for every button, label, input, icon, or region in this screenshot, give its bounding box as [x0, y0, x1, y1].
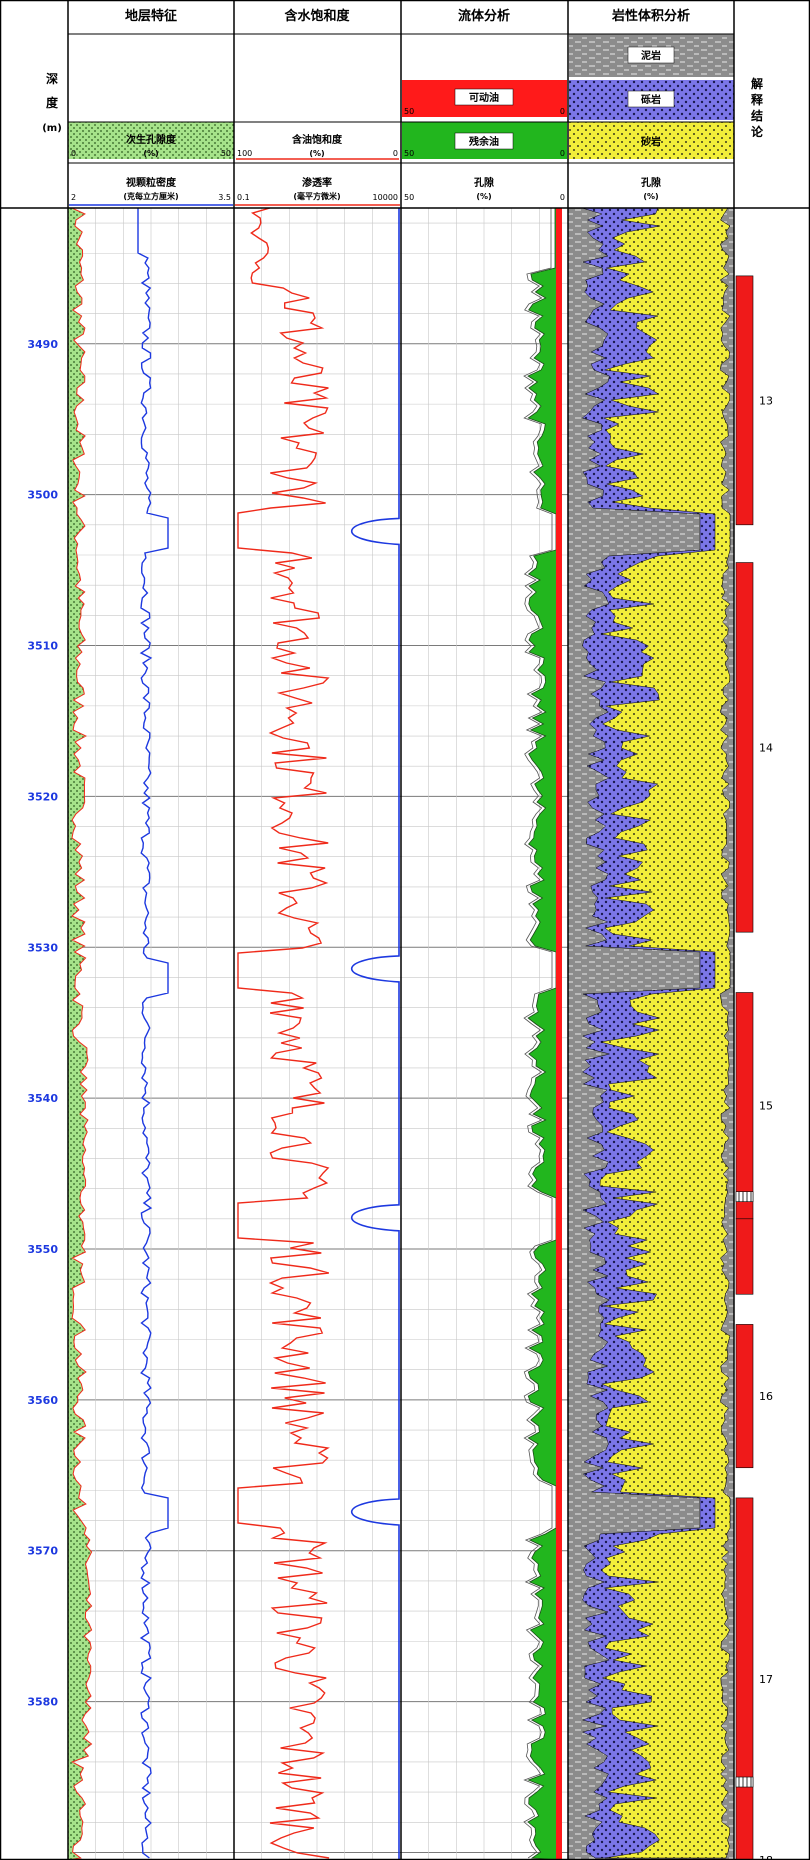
secondary-porosity-legend-right: 50	[221, 149, 231, 158]
oil-saturation-legend-right: 0	[393, 149, 398, 158]
depth-title-unit: (m)	[42, 123, 62, 134]
residual-oil-legend-label: 残余油	[469, 135, 499, 148]
track2-title: 含水饱和度	[283, 8, 350, 24]
track3-title: 流体分析	[458, 8, 510, 24]
secondary-porosity-legend-unit: (%)	[143, 149, 158, 158]
water-saturation-curve	[351, 208, 400, 1860]
sandstone-legend-swatch	[569, 122, 734, 159]
mudstone-legend-label: 泥岩	[641, 49, 661, 62]
density-header-right: 3.5	[218, 193, 231, 202]
porosity-fluid-curve	[523, 208, 553, 1859]
zone-marker	[735, 1776, 754, 1788]
movable-oil-legend-right: 0	[560, 107, 565, 116]
header: 深 度 (m) 地层特征 含水饱和度 流体分析 岩性体积分析 解 释 结 论	[42, 8, 764, 139]
oil-saturation-legend-label: 含油饱和度	[292, 133, 343, 146]
depth-tick-label: 3550	[27, 1243, 58, 1256]
density-header-unit: (克每立方厘米)	[123, 191, 178, 201]
sandstone-legend-label: 砂岩	[640, 135, 661, 148]
track-saturation	[237, 208, 400, 1860]
movable-oil-legend-label-box	[454, 88, 514, 106]
secondary-porosity-legend-swatch	[68, 122, 234, 159]
track-stratigraphy	[68, 208, 169, 1860]
zone-label: 17	[759, 1673, 773, 1686]
density-header-left: 2	[71, 193, 76, 202]
porosity-fluid-header-label: 孔隙	[474, 176, 494, 189]
residual-oil-legend-label-box	[454, 132, 514, 150]
conclusion-title-1: 解	[751, 76, 763, 91]
conclusion-title-2: 释	[751, 92, 764, 107]
depth-tick-label: 3490	[27, 338, 58, 351]
depth-tick-label: 3530	[27, 941, 58, 954]
curve-header-area: 视颗粒密度 (克每立方厘米) 2 3.5 渗透率 (毫平方微米) 0.1 100…	[69, 176, 661, 206]
depth-title-1: 深	[46, 71, 58, 86]
conclusion-title-4: 论	[751, 124, 764, 139]
conglomerate-legend-label-box	[627, 90, 675, 108]
zone-label: 14	[759, 741, 773, 754]
residual-oil-legend-right: 0	[560, 149, 565, 158]
zone-label: 13	[759, 394, 773, 407]
track-fluid-analysis	[523, 208, 562, 1860]
porosity-fluid-header-right: 0	[560, 193, 565, 202]
porosity-fluid-header-unit: (%)	[476, 192, 491, 201]
permeability-header-left: 0.1	[237, 193, 250, 202]
depth-tick-label: 3520	[27, 790, 58, 803]
depth-scale: 3490 3500 3510 3520 3530 3540 3550 3560 3570 3580	[27, 338, 58, 1709]
zone-bar	[735, 275, 754, 526]
secondary-porosity-legend-label: 次生孔隙度	[126, 133, 177, 146]
zone-bar	[735, 1324, 754, 1469]
depth-tick-label: 3560	[27, 1394, 58, 1407]
depth-tick-label: 3510	[27, 640, 58, 653]
residual-oil-legend-left: 50	[404, 149, 414, 158]
porosity-litho-header-label: 孔隙	[641, 176, 661, 189]
zone-marker	[735, 1191, 754, 1202]
movable-oil-legend-label: 可动油	[469, 91, 499, 104]
depth-tick-label: 3580	[27, 1696, 58, 1709]
track1-title: 地层特征	[125, 8, 177, 24]
zone-bar	[735, 992, 754, 1220]
oil-saturation-legend-unit: (%)	[309, 149, 324, 158]
movable-oil-legend-left: 50	[404, 107, 414, 116]
porosity-litho-header-unit: (%)	[643, 192, 658, 201]
depth-tick-label: 3500	[27, 489, 58, 502]
track-lithology	[568, 208, 734, 1860]
density-header-label: 视颗粒密度	[126, 176, 177, 189]
sandstone-fill	[599, 208, 731, 1859]
permeability-curve	[237, 208, 330, 1859]
movable-oil-fill	[556, 208, 562, 1860]
zone-label: 16	[759, 1390, 773, 1403]
conglomerate-legend-label: 砾岩	[641, 93, 661, 106]
zone-bar	[735, 1218, 754, 1295]
secondary-porosity-legend-left: 0	[71, 149, 76, 158]
permeability-header-label: 渗透率	[302, 176, 332, 189]
depth-title-2: 度	[46, 95, 59, 110]
porosity-fluid-header-left: 50	[404, 193, 414, 202]
zone-bar	[735, 562, 754, 933]
residual-oil-fill	[527, 208, 561, 1860]
zone-label: 15	[759, 1100, 773, 1113]
zone-label: 18	[759, 1854, 773, 1860]
mudstone-legend-label-box	[627, 46, 675, 64]
interpretation-zones: 13 14 15 16 17 18	[735, 275, 773, 1860]
density-curve	[137, 208, 169, 1859]
depth-tick-label: 3570	[27, 1545, 58, 1558]
oil-saturation-legend-left: 100	[237, 149, 252, 158]
conclusion-title-3: 结	[751, 108, 763, 123]
permeability-header-right: 10000	[373, 193, 398, 202]
permeability-header-unit: (毫平方微米)	[293, 191, 340, 201]
depth-tick-label: 3540	[27, 1092, 58, 1105]
secondary-porosity-fill	[68, 208, 93, 1860]
legend-area: 次生孔隙度 (%) 0 50 含油饱和度 (%) 100 0 可动油 50 0 …	[68, 34, 734, 160]
grid-lines	[68, 208, 568, 1860]
track4-title: 岩性体积分析	[611, 8, 690, 24]
zone-bar	[735, 1497, 754, 1860]
